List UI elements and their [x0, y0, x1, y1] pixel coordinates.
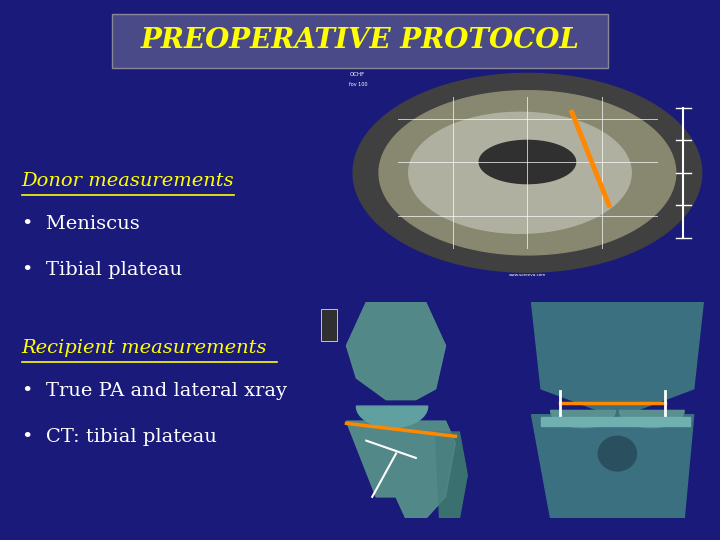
Polygon shape — [480, 140, 575, 184]
Polygon shape — [598, 436, 636, 471]
Bar — [321, 309, 337, 341]
Text: •  CT: tibial plateau: • CT: tibial plateau — [22, 428, 217, 447]
Polygon shape — [531, 415, 694, 518]
FancyBboxPatch shape — [112, 14, 608, 68]
Text: Donor measurements: Donor measurements — [22, 172, 234, 190]
Polygon shape — [353, 73, 702, 272]
Polygon shape — [436, 432, 467, 518]
Polygon shape — [346, 302, 446, 400]
Polygon shape — [346, 421, 456, 518]
Polygon shape — [379, 91, 676, 255]
Polygon shape — [346, 302, 446, 400]
Polygon shape — [619, 410, 684, 428]
Text: fov 100: fov 100 — [349, 83, 368, 87]
Text: Recipient measurements: Recipient measurements — [22, 339, 267, 357]
Text: •  True PA and lateral xray: • True PA and lateral xray — [22, 382, 287, 401]
Text: PREOPERATIVE PROTOCOL: PREOPERATIVE PROTOCOL — [140, 27, 580, 54]
Polygon shape — [551, 410, 616, 428]
Polygon shape — [531, 302, 703, 415]
Text: www.soreeva.com: www.soreeva.com — [509, 273, 546, 278]
Polygon shape — [356, 406, 428, 428]
Text: OCHF: OCHF — [349, 72, 364, 77]
Polygon shape — [409, 112, 631, 233]
Text: •  Tibial plateau: • Tibial plateau — [22, 261, 181, 279]
Polygon shape — [346, 421, 456, 518]
Text: •  Meniscus: • Meniscus — [22, 215, 140, 233]
